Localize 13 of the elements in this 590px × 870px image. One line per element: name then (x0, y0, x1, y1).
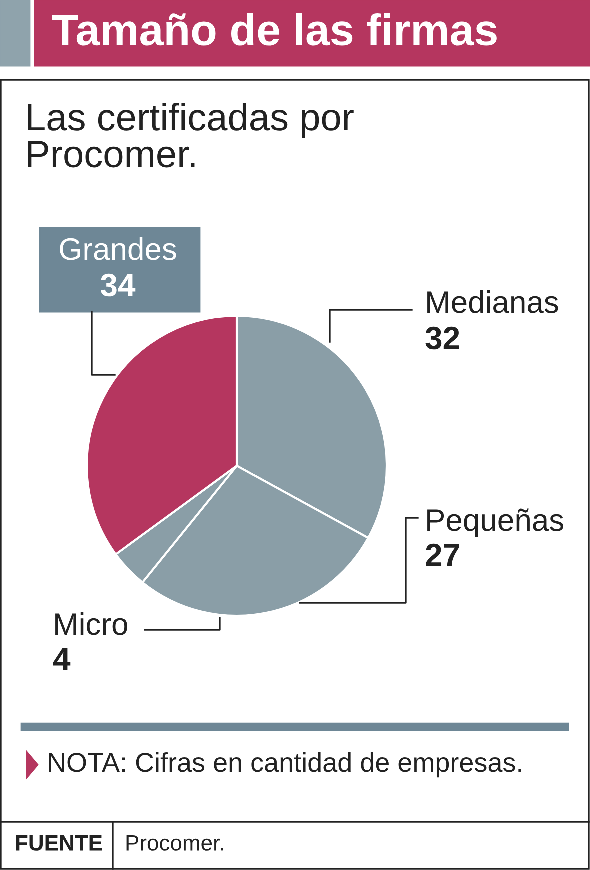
chart-title: Tamaño de las firmas (52, 13, 497, 46)
data-label: 4 (53, 648, 71, 670)
text: NOTA: Cifras en cantidad de empresas. (49, 752, 522, 778)
data-label: 27 (426, 544, 460, 566)
slice-label: Medianas (428, 290, 558, 314)
slice-label: Micro (56, 612, 128, 636)
slice-label: Grandes (60, 238, 176, 260)
chart-subtitle: Las certificadas por Procomer. (28, 103, 354, 168)
slice-label: Pequeñas (428, 508, 564, 538)
data-label: 32 (426, 326, 460, 350)
text: FUENTE (16, 836, 102, 851)
data-label: 34 (100, 274, 136, 297)
text: Procomer. (126, 836, 224, 851)
